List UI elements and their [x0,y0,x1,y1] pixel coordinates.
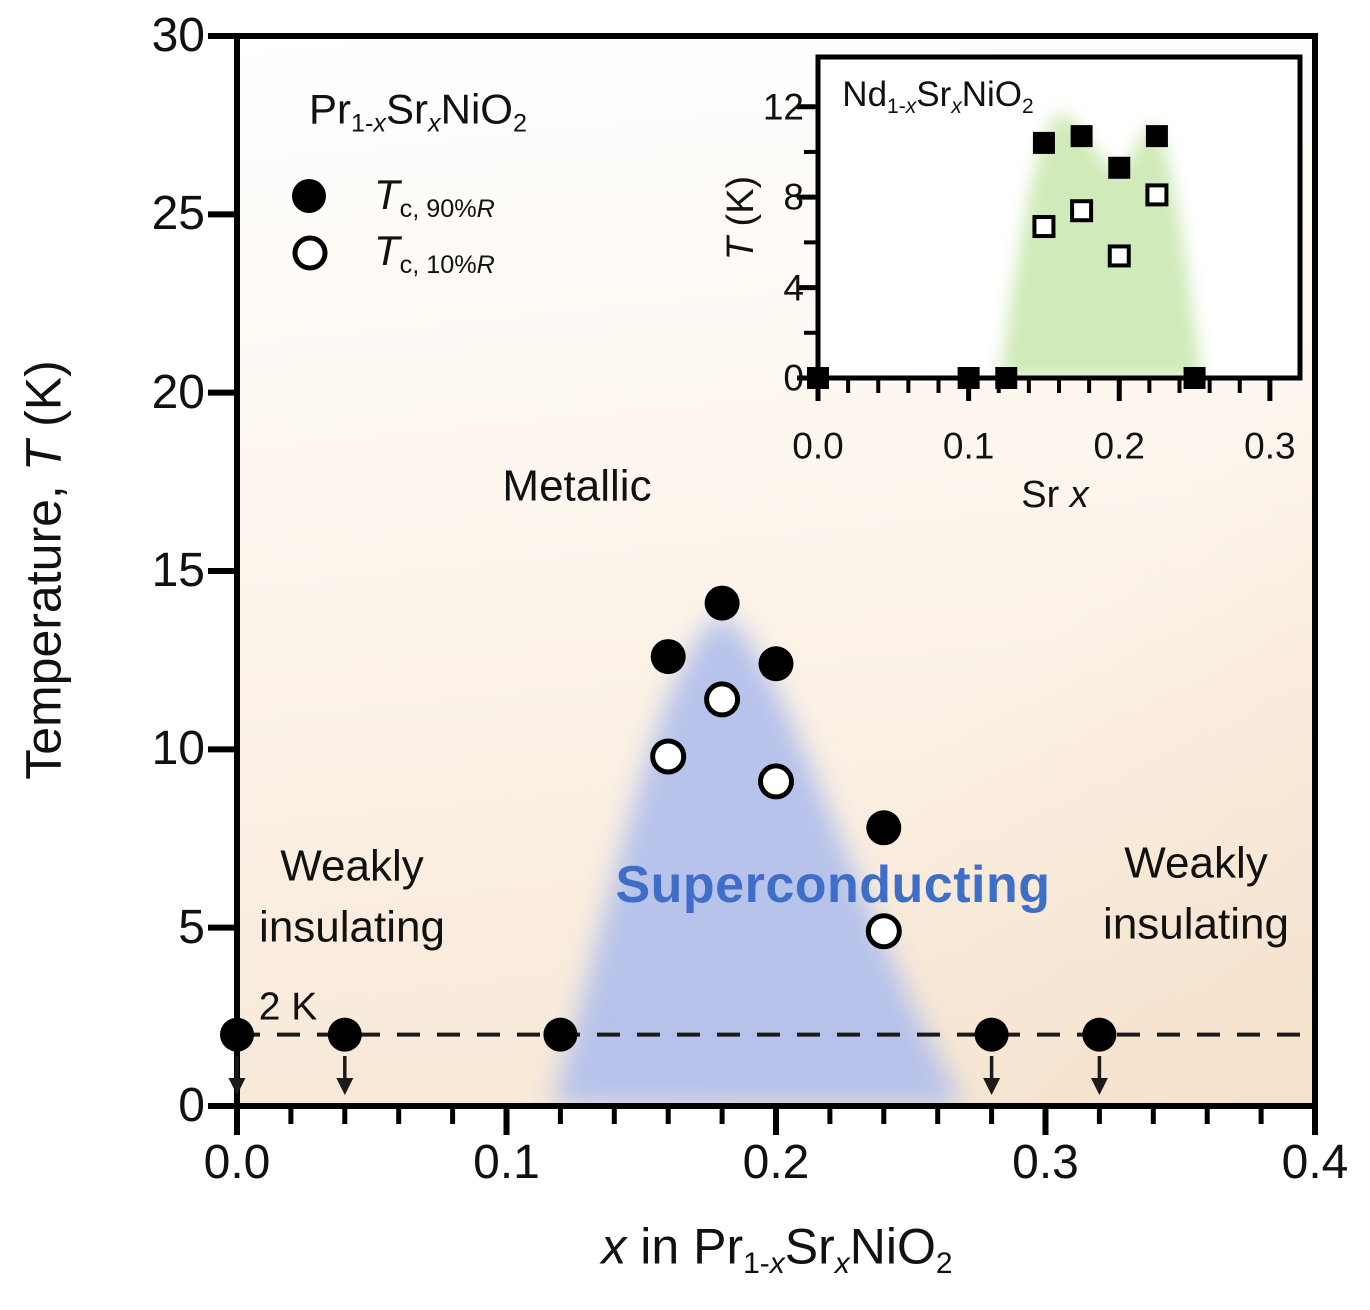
main-plot-frame [234,33,1318,1109]
legend-formula-title: Pr1-xSrxNiO2 [309,85,527,138]
superconducting-dome-shading [552,613,965,1106]
inset-x-axis-title: Sr x [1021,474,1089,517]
main-y-tick-label: 30 [151,9,205,62]
main-x-tick-label: 0.4 [1281,1136,1349,1189]
inset-x-tick-label: 0.3 [1244,425,1296,467]
weakly-insulating-left-label: Weakly insulating [259,841,445,951]
data-point-2k [974,1017,1009,1052]
main-x-tick-label: 0.1 [473,1136,540,1189]
inset-data-point-tc90 [1032,131,1055,154]
main-y-tick-label: 20 [151,365,205,419]
inset-x-tick-label: 0.1 [942,425,995,467]
inset-y-axis-title: T (K) [720,175,763,261]
data-point-tc10 [865,913,902,950]
data-point-2k [220,1017,254,1052]
inset-title: Nd1-xSrxNiO2 [842,75,1034,118]
main-x-tick-label: 0.2 [742,1136,810,1189]
data-point-tc10 [758,763,794,800]
inset-data-point-tc10 [1032,215,1056,239]
inset-data-point-tc10 [1145,183,1169,207]
superconducting-region-label: Superconducting [615,856,1051,915]
legend-item-tc90-label: Tc, 90%R [374,170,495,223]
down-arrow-head [983,1078,1001,1095]
data-point-tc90 [866,810,902,846]
inset-y-tick-label: 0 [783,357,804,399]
main-y-axis-title: Temperature, T (K) [15,360,72,780]
inset-data-point-tc90 [1145,125,1168,148]
inset-data-point-tc90 [995,367,1018,389]
main-y-tick-label: 0 [178,1079,205,1132]
main-y-tick-label: 5 [178,900,205,954]
legend-item-tc10-label: Tc, 10%R [374,226,495,279]
main-x-tick-label: 0.0 [203,1136,271,1189]
main-y-tick-label: 15 [151,544,205,597]
data-point-tc90 [650,639,686,675]
inset-x-tick-label: 0.0 [792,425,844,467]
inset-x-tick-label: 0.2 [1093,425,1145,467]
down-arrow-head [1090,1078,1108,1095]
down-arrow-head [336,1078,354,1095]
data-point-tc10 [650,738,687,775]
legend-marker-filled-circle [292,179,326,213]
data-point-2k [543,1017,578,1052]
legend-marker-open-circle [292,235,328,271]
main-x-axis-title: x in Pr1-xSrxNiO2 [601,1218,953,1281]
main-x-tick-label: 0.3 [1012,1136,1079,1189]
down-arrow-head [228,1078,246,1095]
metallic-region-label: Metallic [502,461,652,511]
inset-data-point-tc10 [1107,244,1131,268]
inset-y-tick-label: 8 [783,176,804,218]
inset-data-point-tc90 [1183,367,1206,389]
inset-data-point-tc90 [1070,125,1093,148]
data-point-2k [327,1017,362,1052]
data-point-tc10 [704,681,741,718]
data-point-tc90 [758,646,794,682]
two-kelvin-annotation: 2 K [258,985,318,1029]
data-point-tc90 [704,585,740,621]
inset-y-tick-label: 4 [783,267,804,309]
inset-data-point-tc90 [1108,156,1131,179]
main-y-tick-label: 25 [151,187,205,241]
inset-superconducting-dome-shading [1000,113,1203,378]
inset-data-point-tc90 [807,367,829,389]
inset-y-tick-label: 12 [762,86,804,128]
inset-data-point-tc10 [1070,199,1094,223]
inset-data-point-tc90 [957,367,980,389]
data-point-2k [1082,1017,1117,1052]
weakly-insulating-right-label: Weakly insulating [1103,838,1289,948]
main-y-tick-label: 10 [151,722,205,776]
inset-frame [815,54,1303,381]
